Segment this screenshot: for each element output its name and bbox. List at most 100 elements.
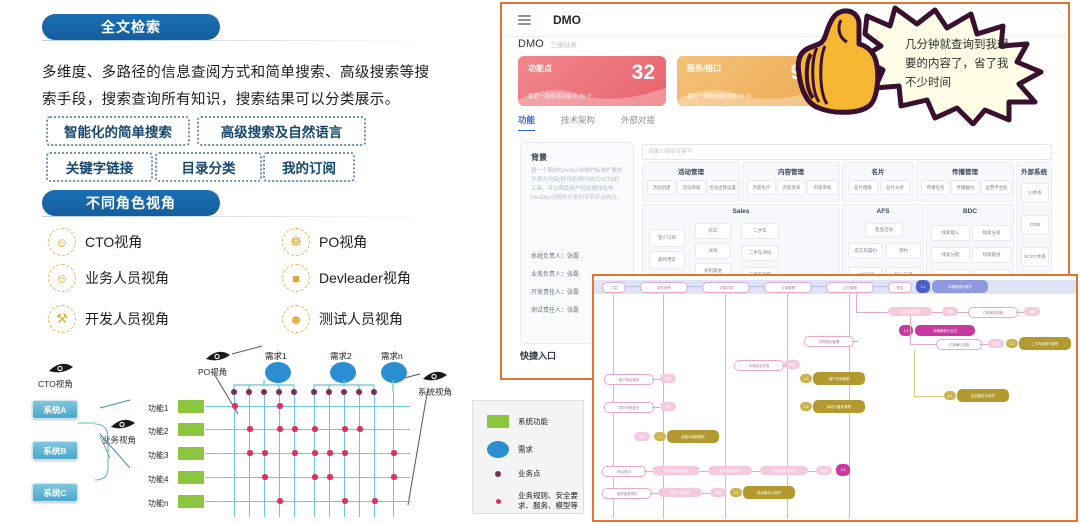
flow-node[interactable]: 审核 <box>816 466 832 475</box>
flow-node[interactable]: 满意度调查流程 <box>652 466 700 475</box>
function-chip[interactable]: 传播触达 <box>951 180 980 195</box>
flow-node[interactable]: 车辆信息查询 <box>734 360 784 371</box>
matrix-col-line <box>279 392 281 517</box>
search-input[interactable]: 请输入搜索关键字 <box>642 144 1052 160</box>
function-chip[interactable]: 预约 <box>886 243 921 258</box>
flow-node-badge[interactable]: 车辆管理与维护 <box>932 280 988 293</box>
function-chip[interactable]: 活动审核 <box>677 180 706 195</box>
flow-node[interactable]: 审核 <box>988 339 1004 348</box>
tag-my-subscription[interactable]: 我的订阅 <box>263 152 355 182</box>
flow-node[interactable]: 审核 <box>784 360 800 369</box>
flow-node[interactable]: 订单信息校验 <box>888 307 932 316</box>
flow-node[interactable]: 审核 <box>660 402 676 411</box>
flow-node[interactable]: 客户到店接待 <box>604 374 654 385</box>
flow-node[interactable]: 审核 <box>660 374 676 383</box>
function-chip[interactable]: 线索跟进 <box>972 247 1011 263</box>
system-box-c[interactable]: 系统C <box>32 483 78 502</box>
function-chip[interactable]: 内容生产 <box>747 180 776 195</box>
flow-node-index[interactable]: 1.1 <box>916 280 930 293</box>
function-chip[interactable]: 新车 <box>695 223 731 239</box>
flow-node[interactable]: 试驾预约管理 <box>804 336 854 347</box>
flow-node-index[interactable]: 1.4 <box>944 391 956 400</box>
flow-node-index[interactable]: 1.5 <box>800 374 812 383</box>
stat-card-value: 32 <box>631 61 655 84</box>
function-chip[interactable]: 活动创建 <box>647 180 676 195</box>
function-chip[interactable]: 线索分配 <box>931 247 970 263</box>
flow-node-index[interactable]: 1.2 <box>899 325 913 336</box>
flow-node[interactable]: 审核 <box>634 432 650 441</box>
function-chip[interactable]: 运营平台化 <box>981 180 1012 195</box>
blue-circle-icon <box>487 441 509 458</box>
function-chip[interactable]: CRM <box>1021 215 1049 234</box>
flow-node[interactable]: 售后 <box>888 282 912 293</box>
flow-node[interactable]: 订单审核流程 <box>968 307 1018 318</box>
requirement-node[interactable] <box>381 362 407 383</box>
flow-node-index[interactable]: 1.6 <box>800 402 812 411</box>
flow-node-badge[interactable]: 售后服务与维护 <box>743 486 795 499</box>
tag-smart-simple-search[interactable]: 智能化的简单搜索 <box>46 116 190 146</box>
flow-node-index[interactable]: 1.3 <box>1006 339 1018 348</box>
hamburger-icon[interactable] <box>518 15 531 25</box>
flow-node-index[interactable]: 1.9 <box>730 488 742 497</box>
role-item-devleader[interactable]: ■ Devleader视角 <box>282 264 411 292</box>
function-chip[interactable]: 线索分发 <box>972 225 1011 241</box>
function-chip[interactable]: 线索接入 <box>931 225 970 241</box>
flow-node[interactable]: 客户分级管理 <box>708 466 752 475</box>
flow-node-badge[interactable]: 客户关系管理 <box>813 372 865 385</box>
system-box-a[interactable]: 系统A <box>32 400 78 419</box>
burst-balloon <box>795 5 1044 127</box>
tab-function[interactable]: 功能 <box>518 114 536 131</box>
tag-keyword-link[interactable]: 关键字链接 <box>46 152 153 182</box>
tab-external-integration[interactable]: 外部对接 <box>621 115 656 125</box>
function-chip[interactable]: 客户订单 <box>649 229 685 247</box>
flow-node[interactable]: 试乘试驾 <box>702 282 750 293</box>
tag-advanced-search-nlp[interactable]: 高级搜索及自然语言 <box>197 116 366 146</box>
flow-node[interactable]: 审核 <box>710 488 726 497</box>
requirement-node[interactable] <box>265 362 291 383</box>
flow-node[interactable]: 门店 <box>602 282 626 293</box>
function-chip[interactable]: 试驾 <box>695 243 731 259</box>
breadcrumb-current[interactable]: DMO <box>518 38 544 50</box>
tab-tech-architecture[interactable]: 技术架构 <box>561 115 596 125</box>
flow-node[interactable]: 订单管理 <box>764 282 812 293</box>
flow-node[interactable]: 交付管理 <box>826 282 874 293</box>
flow-node[interactable]: 新车销售 <box>640 282 688 293</box>
role-item-po[interactable]: ☸ PO视角 <box>282 228 367 256</box>
flow-node[interactable]: 售后回访 <box>602 466 646 477</box>
function-chip[interactable]: 内容审核 <box>807 180 838 195</box>
flow-node-index[interactable]: 1.7 <box>654 432 666 441</box>
flow-node[interactable]: 审核 <box>942 307 958 316</box>
flow-node-badge[interactable]: 车辆销售与交付 <box>915 325 975 336</box>
function-chip[interactable]: 售后活动 <box>865 223 903 237</box>
function-chip[interactable]: 名片分享 <box>880 180 910 195</box>
function-chip[interactable]: UCPC体系 <box>1021 247 1049 266</box>
function-chip[interactable]: 最终用车 <box>649 251 685 269</box>
function-chip[interactable]: 传播任务 <box>921 180 950 195</box>
system-box-b[interactable]: 系统B <box>32 441 78 460</box>
role-item-cto[interactable]: ☺ CTO视角 <box>48 228 142 256</box>
flow-node[interactable]: 会员权益与积分 <box>760 466 808 475</box>
requirement-node[interactable] <box>330 362 356 383</box>
flow-node-badge[interactable]: 售后服务与维护 <box>957 389 1009 402</box>
flow-node[interactable]: 订单确认流程 <box>936 339 982 350</box>
flow-node[interactable]: 审核 <box>1024 307 1040 316</box>
role-item-developer[interactable]: ⚒ 开发人员视角 <box>48 305 169 333</box>
flow-node[interactable]: 服务工单生成 <box>658 488 702 497</box>
stat-card-function-points[interactable]: 功能点 32 最近一周新增功能点 20 个 <box>518 56 666 106</box>
function-chip[interactable]: 内容发布 <box>777 180 806 195</box>
flow-node-badge[interactable]: 金融与保险服务 <box>667 430 719 443</box>
role-item-business[interactable]: ☺ 业务人员视角 <box>48 264 169 292</box>
function-chip[interactable]: 成交及履约 <box>848 243 883 258</box>
tag-catalog-classify[interactable]: 目录分类 <box>155 152 262 182</box>
function-chip[interactable]: UI体系 <box>1021 183 1049 202</box>
function-chip[interactable]: 活动主题设置 <box>707 180 738 195</box>
flow-node[interactable]: 维修保养预约 <box>602 488 652 499</box>
flow-node-badge[interactable]: 二手车收购与销售 <box>1019 337 1071 350</box>
function-chip[interactable]: 二手车评估 <box>741 245 779 261</box>
function-chip[interactable]: 名片模板 <box>848 180 878 195</box>
role-item-tester[interactable]: ☻ 测试人员视角 <box>282 305 403 333</box>
function-chip[interactable]: 二手车 <box>741 223 779 239</box>
flow-node-badge[interactable]: 库存与备件管理 <box>813 400 865 413</box>
flow-node[interactable]: 意向车型登记 <box>604 402 654 413</box>
flow-node-index[interactable]: 1.8 <box>836 464 850 476</box>
